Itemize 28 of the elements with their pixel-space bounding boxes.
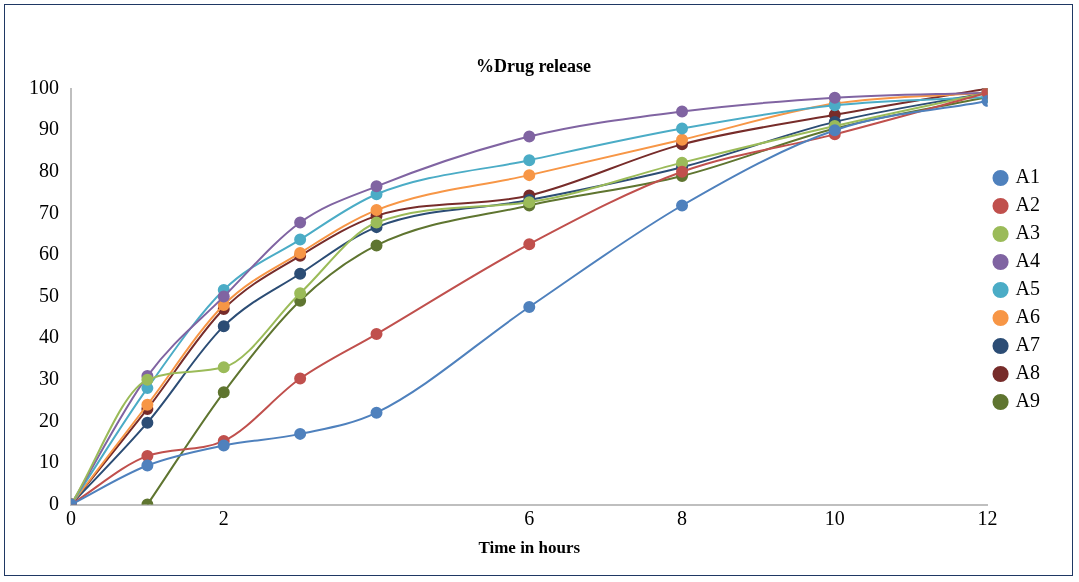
legend-label: A9 xyxy=(1015,389,1041,412)
y-tick-label: 10 xyxy=(39,450,59,473)
y-tick-label: 70 xyxy=(39,200,59,223)
x-axis-title: Time in hours xyxy=(478,538,581,558)
y-tick-label: 40 xyxy=(39,325,59,348)
y-tick-label: 30 xyxy=(39,367,59,390)
legend-label: A2 xyxy=(1015,193,1041,216)
legend-label: A4 xyxy=(1015,249,1041,272)
x-tick-label: 6 xyxy=(524,506,535,529)
y-tick-label: 0 xyxy=(49,491,59,514)
legend-label: A7 xyxy=(1015,333,1041,356)
chart-title: %Drug release xyxy=(475,56,592,77)
y-tick-label: 80 xyxy=(39,159,59,182)
x-tick-label: 10 xyxy=(824,506,845,529)
y-tick-label: 100 xyxy=(29,75,59,98)
legend-label: A3 xyxy=(1015,221,1041,244)
legend-label: A1 xyxy=(1015,165,1041,188)
y-tick-label: 20 xyxy=(39,408,59,431)
x-tick-label: 2 xyxy=(218,506,229,529)
x-tick-label: 0 xyxy=(66,506,76,529)
y-tick-label: 90 xyxy=(39,117,59,140)
legend-label: A6 xyxy=(1015,305,1041,328)
y-tick-label: 50 xyxy=(39,283,59,306)
x-tick-label: 8 xyxy=(677,506,688,529)
legend-label: A5 xyxy=(1015,277,1041,300)
y-tick-label: 60 xyxy=(39,242,59,265)
legend-label: A8 xyxy=(1015,361,1041,384)
x-tick-label: 12 xyxy=(977,506,998,529)
